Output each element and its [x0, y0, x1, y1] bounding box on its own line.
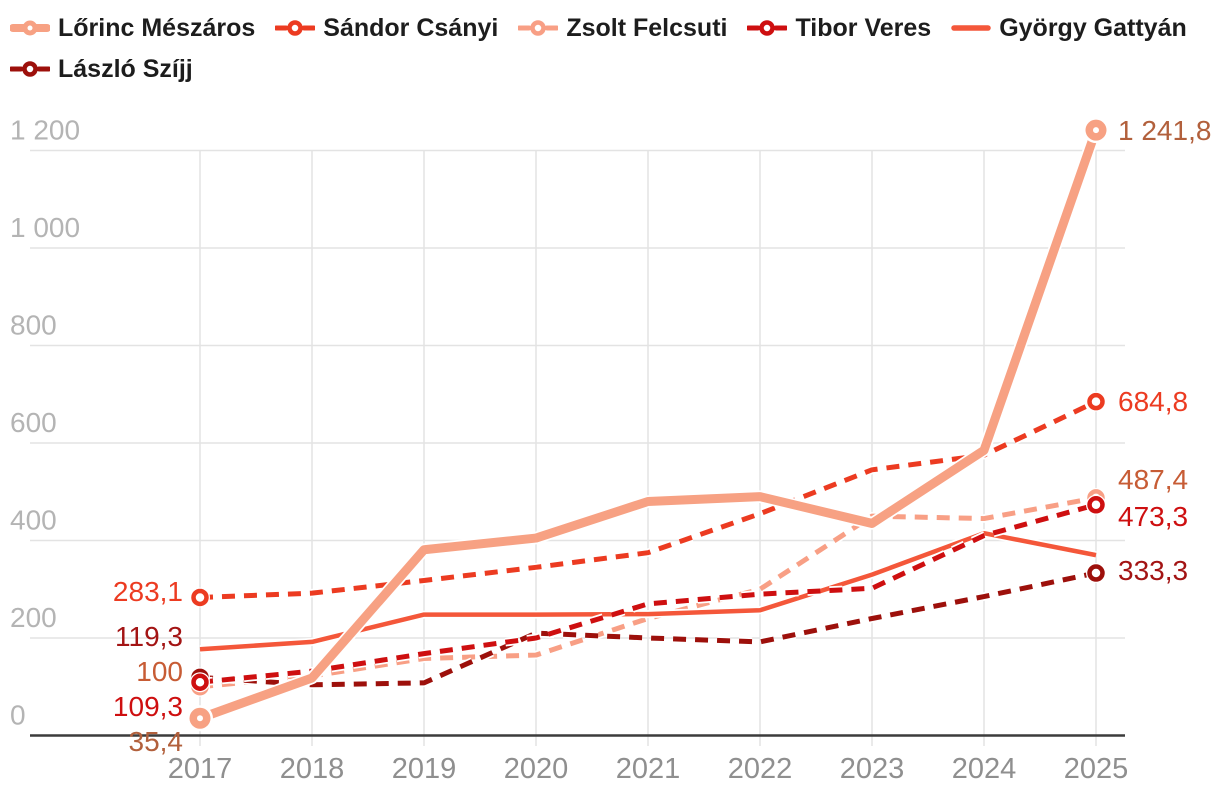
y-tick-label: 200	[10, 602, 57, 633]
legend-marker-icon	[747, 20, 788, 36]
x-axis-labels: 2017 2018 2019 2020 2021 2022 2023 2024 2025	[168, 753, 1129, 785]
first-value-label-veres: 109,3	[113, 691, 183, 722]
first-value-label-csanyi: 283,1	[113, 576, 183, 607]
x-tick-label: 2023	[840, 753, 905, 785]
legend-marker-icon	[275, 20, 316, 36]
x-tick-label: 2021	[616, 753, 681, 785]
legend: Lőrinc Mészáros Sándor Csányi Zsolt Felcsu…	[10, 10, 1210, 87]
series-lines	[197, 128, 1102, 725]
y-tick-label: 1 200	[10, 115, 80, 146]
point-markers	[187, 117, 1109, 732]
point-marker-csanyi[interactable]	[191, 588, 209, 607]
gridlines	[30, 149, 1125, 746]
marker-center-dot	[197, 715, 203, 722]
legend-item-csanyi[interactable]: Sándor Csányi	[275, 10, 498, 46]
y-axis-labels: 0 200 400 600 800 1 000 1 200	[10, 115, 80, 731]
value-labels: 283,1 119,3 100 109,3 35,4 1 241,8 684,8 487,4 4…	[113, 115, 1212, 757]
y-tick-label: 0	[10, 700, 26, 731]
legend-label: György Gattyán	[999, 13, 1187, 42]
last-value-label-meszaros: 1 241,8	[1118, 115, 1211, 146]
first-value-label-szijj: 119,3	[115, 621, 183, 652]
series-line-csanyi[interactable]	[199, 399, 1098, 600]
point-marker-veres[interactable]	[1087, 496, 1105, 514]
point-marker-szijj[interactable]	[1087, 564, 1105, 582]
legend-label: Sándor Csányi	[323, 13, 499, 42]
legend-item-gattyan[interactable]: György Gattyán	[951, 10, 1187, 46]
series-line-felcsuti[interactable]	[199, 495, 1097, 690]
last-value-label-veres: 473,3	[1118, 501, 1188, 532]
legend-item-felcsuti[interactable]: Zsolt Felcsuti	[518, 10, 727, 46]
y-tick-label: 800	[10, 310, 57, 341]
legend-label: Zsolt Felcsuti	[566, 13, 728, 42]
legend-marker-icon	[10, 20, 50, 36]
point-marker-veres[interactable]	[191, 673, 209, 691]
series-line-meszaros[interactable]	[198, 128, 1101, 723]
marker-center-dot	[1093, 127, 1099, 134]
legend-label: Tibor Veres	[795, 13, 932, 42]
legend-marker-icon	[10, 61, 50, 77]
legend-item-meszaros[interactable]: Lőrinc Mészáros	[10, 10, 255, 46]
last-value-label-csanyi: 684,8	[1118, 386, 1188, 417]
point-marker-csanyi[interactable]	[1087, 392, 1105, 411]
legend-item-veres[interactable]: Tibor Veres	[747, 10, 931, 46]
x-tick-label: 2018	[280, 753, 345, 785]
first-value-label-felcsuti: 100	[136, 656, 183, 687]
legend-item-szijj[interactable]: László Szíjj	[10, 51, 193, 87]
legend-label: Lőrinc Mészáros	[58, 13, 256, 42]
y-tick-label: 400	[10, 505, 57, 536]
last-value-label-szijj: 333,3	[1118, 555, 1188, 586]
last-value-label-felcsuti: 487,4	[1118, 464, 1188, 495]
x-tick-label: 2025	[1064, 753, 1129, 785]
x-tick-label: 2024	[952, 753, 1017, 785]
first-value-label-meszaros: 35,4	[129, 726, 184, 757]
y-tick-label: 1 000	[10, 212, 80, 243]
x-tick-label: 2020	[504, 753, 569, 785]
legend-label: László Szíjj	[58, 54, 193, 83]
legend-marker-icon	[951, 25, 991, 31]
y-tick-label: 600	[10, 407, 57, 438]
legend-marker-icon	[518, 20, 559, 36]
x-tick-label: 2019	[392, 753, 457, 785]
x-tick-label: 2017	[168, 753, 233, 785]
x-tick-label: 2022	[728, 753, 793, 785]
